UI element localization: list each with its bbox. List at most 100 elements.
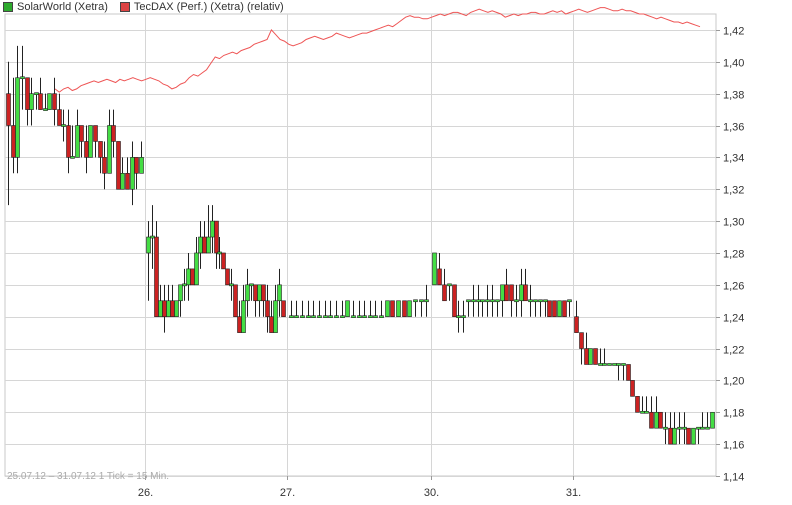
candle (466, 299, 471, 303)
candle (584, 348, 589, 365)
candle (644, 410, 649, 414)
candle (38, 93, 43, 110)
candle (120, 173, 125, 190)
candle (249, 283, 254, 287)
candle (424, 299, 429, 303)
candle (229, 283, 234, 287)
chart-grid (4, 13, 720, 480)
candle (190, 268, 195, 286)
x-tick-label: 31. (566, 487, 581, 499)
y-tick-label: 1,42 (723, 26, 744, 38)
candle (300, 315, 305, 318)
candle (253, 284, 258, 302)
candle (351, 315, 356, 318)
candle (357, 315, 362, 318)
candle (579, 332, 584, 349)
candle (294, 315, 299, 318)
candle (174, 300, 179, 317)
candle (663, 426, 668, 430)
candle (111, 125, 116, 142)
candle (198, 236, 203, 254)
candle (452, 284, 457, 317)
candle (116, 141, 121, 190)
candle (557, 300, 562, 317)
candle (245, 284, 250, 302)
candle (182, 283, 187, 287)
candle (456, 315, 461, 318)
candle (635, 396, 640, 413)
time-range-note: 25.07.12 – 31.07.12 1 Tick = 15 Min. (7, 471, 170, 482)
y-tick-label: 1,26 (723, 281, 744, 293)
candle (630, 380, 635, 397)
candle (328, 315, 333, 318)
y-tick-label: 1,20 (723, 376, 744, 388)
plot-frame (4, 13, 717, 477)
candle (323, 315, 328, 318)
candle (640, 410, 645, 414)
candle (34, 92, 39, 95)
candle (682, 426, 687, 430)
y-tick-label: 1,28 (723, 249, 744, 261)
tecdax-series (54, 7, 701, 93)
candle (500, 284, 505, 302)
candle (170, 300, 175, 317)
candle (154, 236, 159, 317)
candle (166, 300, 171, 317)
y-tick-label: 1,34 (723, 153, 744, 165)
candle (334, 315, 339, 318)
candle (649, 411, 654, 429)
candle (317, 315, 322, 318)
candle (598, 363, 603, 366)
candle (61, 124, 66, 127)
candle (385, 300, 390, 317)
candle (125, 173, 130, 190)
candle (668, 427, 673, 445)
candle (237, 316, 242, 333)
candle (139, 157, 144, 174)
candle (407, 300, 412, 317)
candle (70, 156, 75, 159)
y-tick-label: 1,18 (723, 408, 744, 420)
legend-swatch-tecdax (119, 2, 130, 12)
candle (654, 411, 659, 429)
candle (490, 299, 495, 303)
legend-item-tecdax: TecDAX (Perf.) (Xetra) (relativ) (119, 1, 284, 13)
y-tick-label: 1,36 (723, 122, 744, 134)
y-tick-label: 1,38 (723, 90, 744, 102)
candle (261, 284, 266, 302)
candle (102, 157, 107, 174)
candle (686, 427, 691, 445)
candle (66, 125, 71, 158)
candle (306, 315, 311, 318)
candle (52, 93, 57, 110)
candle (47, 93, 52, 110)
candle (413, 299, 418, 303)
legend-label-tecdax: TecDAX (Perf.) (Xetra) (relativ) (133, 1, 284, 13)
candle (79, 125, 84, 142)
candle (130, 157, 135, 190)
x-tick-label: 26. (138, 487, 153, 499)
candle (134, 157, 139, 174)
candle (340, 315, 345, 318)
candle (379, 315, 384, 318)
candle (621, 363, 626, 366)
candle (612, 363, 617, 366)
candle (447, 283, 452, 287)
y-tick-label: 1,24 (723, 313, 744, 325)
candle (25, 77, 30, 110)
candle (509, 284, 514, 302)
candle (588, 348, 593, 365)
candle (210, 220, 215, 238)
candle (567, 299, 572, 303)
candle (677, 426, 682, 430)
candle (150, 235, 155, 239)
candle (158, 300, 163, 317)
x-tick-label: 30. (424, 487, 439, 499)
candle (696, 426, 701, 430)
candle (257, 284, 262, 302)
candle (107, 125, 112, 174)
candle (281, 300, 286, 317)
candle (538, 299, 543, 303)
candle (84, 141, 89, 158)
candle (206, 236, 211, 254)
